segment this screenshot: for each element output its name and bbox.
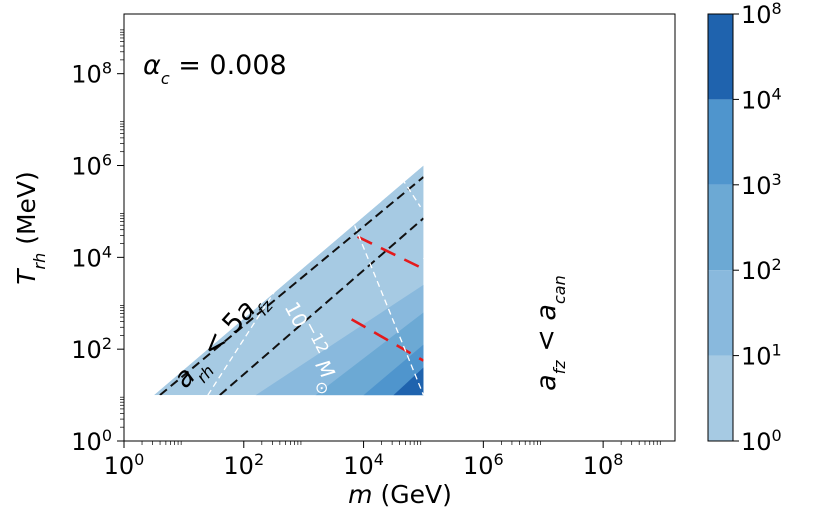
x-axis-label-var: m [348,480,372,507]
colorbar-label-4: 104 [741,84,782,115]
x-tick-label-0: 100 [104,450,145,481]
annotation-var: α [143,50,161,81]
x-tick-label-8: 108 [583,450,624,481]
colorbar-band-1 [708,270,733,356]
annotation-rest: = 0.008 [170,50,287,81]
heatmap-region [153,165,424,396]
y-axis-label-unit: (MeV) [12,171,41,253]
y-axis-label: Trh (MeV) [12,171,49,285]
y-tick-label-2: 102 [71,334,112,365]
colorbar-band-0 [708,355,733,441]
line-black-dashed-0 [159,176,424,396]
afz-label: afz < acan [531,275,569,391]
line-red-dashed-2 [357,235,424,270]
y-tick-label-0: 100 [71,426,112,457]
x-tick-label-4: 104 [343,450,384,481]
colorbar-frame [707,13,734,442]
y-axis-label-var: T [12,268,41,285]
colorbar-label-1: 101 [741,340,782,371]
line-white-dashed-6 [395,169,422,208]
x-axis-label: m (GeV) [348,480,452,507]
y-axis-label-sub: rh [30,253,49,270]
y-tick-label-4: 104 [71,242,112,273]
colorbar-band-2 [708,184,733,271]
x-tick-label-6: 106 [463,450,504,481]
x-tick-label-2: 102 [223,450,264,481]
band-level-4 [393,367,424,396]
x-axis: 100 102 104 106 108 [104,441,661,480]
contour-lines [159,169,424,396]
line-white-dashed-5 [339,188,424,396]
colorbar-label-5: 108 [741,0,782,29]
colorbar-label-3: 103 [741,169,782,200]
colorbar-band-3 [708,99,733,185]
colorbar-band-4 [708,14,733,100]
line-black-dashed-1 [219,217,424,396]
line-red-dashed-3 [350,318,424,362]
annotation-sub: c [161,69,170,88]
x-axis-label-unit: (GeV) [373,480,452,507]
alpha-annotation: αc = 0.008 [143,50,287,88]
colorbar-label-2: 102 [741,255,782,286]
y-tick-label-6: 106 [71,150,112,181]
y-axis: 100 102 104 106 108 [71,29,124,457]
colorbar-label-0: 100 [741,426,782,457]
y-tick-label-8: 108 [71,58,112,89]
colorbar: 100 101 102 103 104 108 [707,0,782,457]
